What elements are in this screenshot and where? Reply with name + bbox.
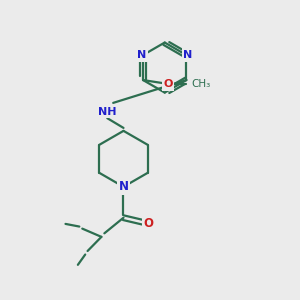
Text: O: O (143, 217, 154, 230)
Text: CH₃: CH₃ (192, 80, 211, 89)
Text: O: O (164, 80, 173, 89)
Text: N: N (183, 50, 193, 60)
Text: N: N (137, 50, 146, 60)
Text: NH: NH (98, 107, 117, 117)
Text: N: N (118, 180, 128, 193)
